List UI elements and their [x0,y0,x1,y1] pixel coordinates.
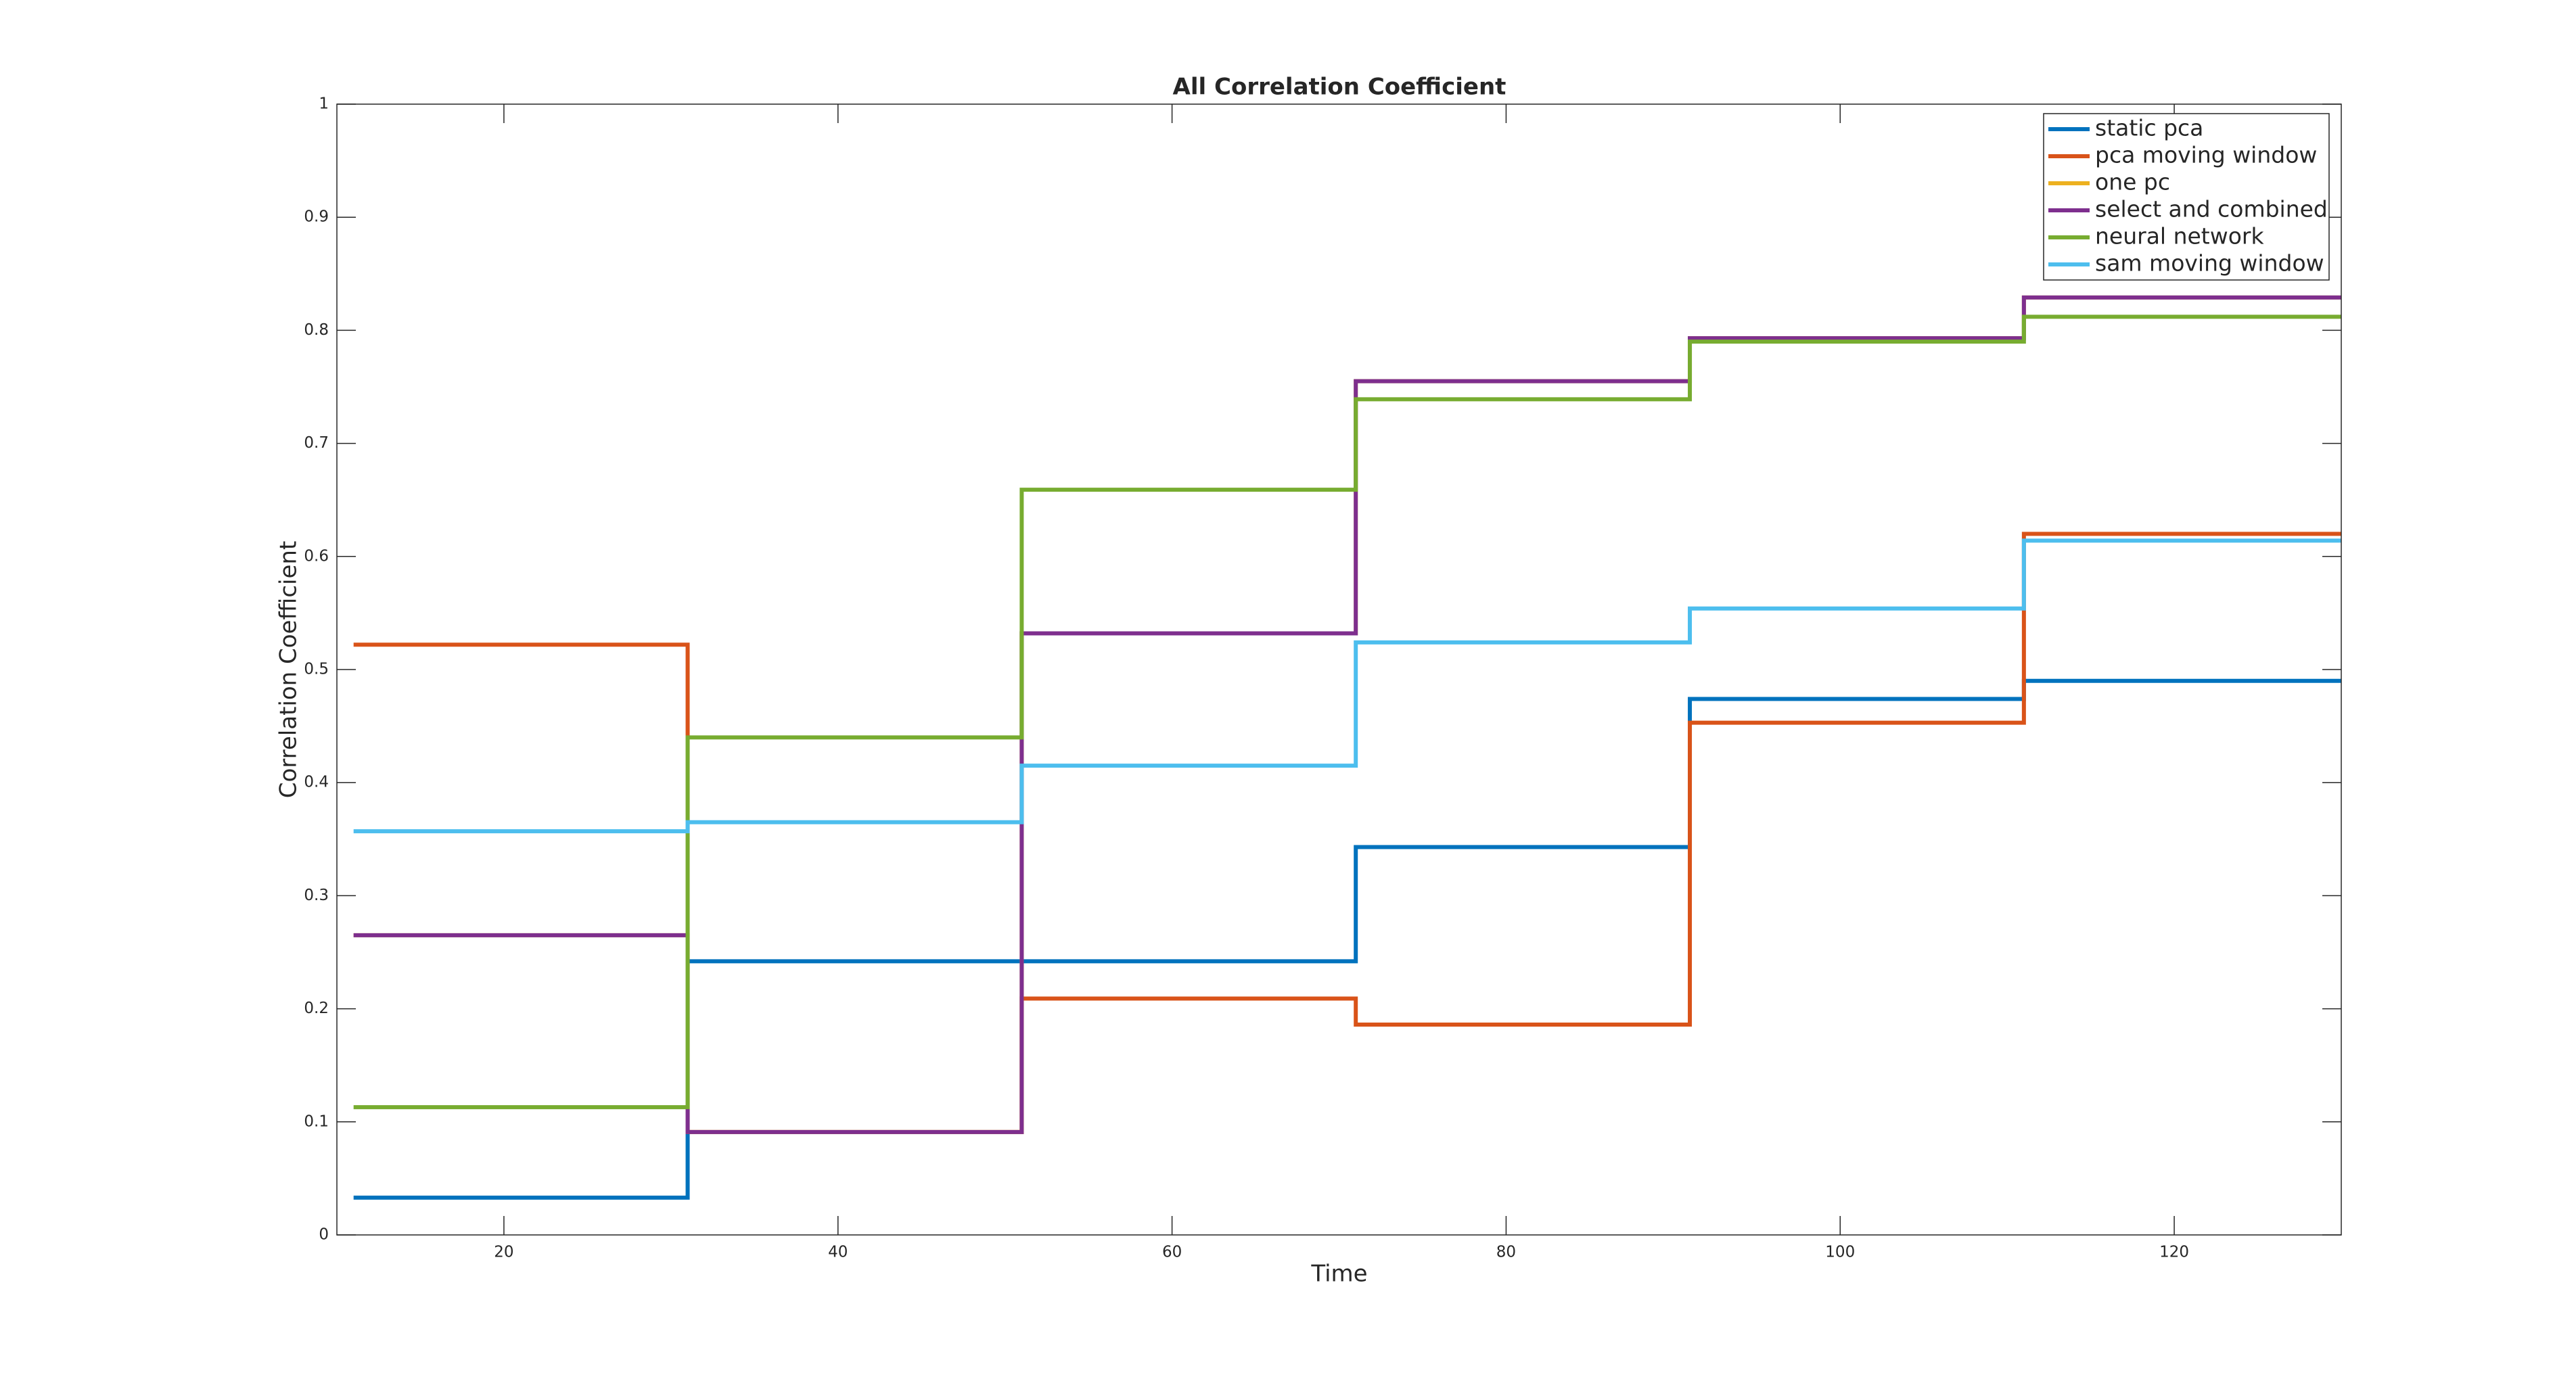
legend-box [2043,113,2330,281]
x-axis-label: Time [1310,1261,1367,1288]
y-tick-label: 0.7 [304,434,329,452]
x-tick-label: 80 [1496,1244,1516,1261]
legend-label: neural network [2095,223,2264,250]
chart-title: All Correlation Coefficient [1173,74,1506,101]
x-tick-label: 120 [2159,1244,2189,1261]
y-tick-label: 0.6 [304,547,329,565]
legend-label: one pc [2095,169,2170,195]
y-tick-label: 0.8 [304,321,329,339]
axes-box [336,103,2342,1236]
legend-label: sam moving window [2095,250,2324,277]
x-tick-label: 100 [1825,1244,1855,1261]
y-tick-label: 0 [319,1226,329,1244]
y-axis-label: Correlation Coefficient [275,541,302,799]
legend-label: select and combined [2095,196,2328,223]
x-tick-label: 20 [494,1244,513,1261]
series-line [353,314,2341,1110]
series-line [353,538,2341,834]
y-tick-label: 0.2 [304,1000,329,1017]
legend-label: static pca [2095,115,2203,141]
y-tick-label: 0.5 [304,661,329,678]
x-tick-label: 40 [828,1244,848,1261]
y-tick-label: 1 [319,95,329,113]
y-tick-label: 0.9 [304,208,329,226]
y-tick-label: 0.3 [304,887,329,904]
y-tick-label: 0.1 [304,1113,329,1130]
y-tick-label: 0.4 [304,774,329,791]
plot-area [337,104,2341,1235]
x-tick-label: 60 [1162,1244,1182,1261]
legend-label: pca moving window [2095,142,2317,168]
